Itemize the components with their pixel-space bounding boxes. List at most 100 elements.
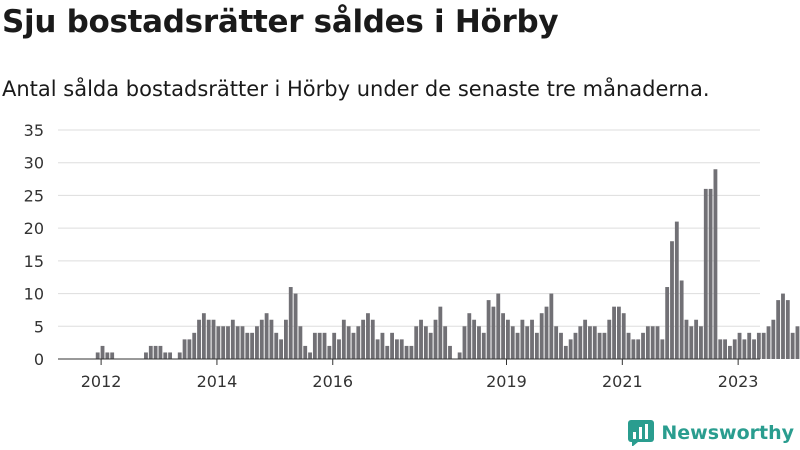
- bar: [785, 300, 790, 359]
- bar: [660, 339, 665, 359]
- bar: [163, 352, 168, 359]
- bar: [573, 332, 578, 359]
- bar: [274, 332, 279, 359]
- y-tick-label: 5: [34, 317, 44, 336]
- brand-name: Newsworthy: [661, 422, 794, 444]
- x-tick-label: 2019: [486, 372, 527, 391]
- bar: [308, 352, 312, 359]
- bar: [279, 339, 283, 359]
- bar: [419, 319, 423, 359]
- bar: [756, 332, 761, 359]
- bar: [655, 326, 660, 359]
- bar: [351, 332, 356, 359]
- bar: [708, 188, 713, 359]
- bar: [245, 332, 250, 359]
- bar: [602, 332, 607, 359]
- bar: [399, 339, 404, 359]
- bar: [549, 293, 554, 359]
- bar: [269, 319, 274, 359]
- bar: [481, 332, 486, 359]
- bar: [303, 345, 308, 359]
- bar: [404, 345, 409, 359]
- bar: [790, 332, 795, 359]
- bar: [144, 352, 148, 359]
- bar: [414, 326, 419, 359]
- bar: [100, 345, 105, 359]
- bar: [235, 326, 240, 359]
- bar: [699, 326, 703, 359]
- bar: [390, 332, 394, 359]
- bar: [211, 319, 216, 359]
- bar: [95, 352, 100, 359]
- bar: [689, 326, 694, 359]
- bar: [559, 332, 563, 359]
- newsworthy-logo-icon: [628, 420, 655, 446]
- chart-subtitle: Antal sålda bostadsrätter i Hörby under …: [2, 77, 710, 101]
- bar: [520, 319, 525, 359]
- bar: [230, 319, 235, 359]
- bar: [457, 352, 462, 359]
- bar: [650, 326, 655, 359]
- bar: [718, 339, 723, 359]
- bar: [554, 326, 559, 359]
- bar: [703, 188, 708, 359]
- bar: [346, 326, 351, 359]
- bar: [105, 352, 110, 359]
- bar: [226, 326, 230, 359]
- bar: [433, 319, 438, 359]
- bar: [530, 319, 534, 359]
- bar: [510, 326, 515, 359]
- bar: [621, 313, 626, 359]
- bar: [361, 319, 366, 359]
- bar: [583, 319, 588, 359]
- bar: [341, 319, 346, 359]
- bar: [588, 326, 592, 359]
- bar: [312, 332, 317, 359]
- page-title: Sju bostadsrätter såldes i Hörby: [2, 4, 559, 40]
- bar: [539, 313, 544, 359]
- bar: [761, 332, 766, 359]
- bar: [148, 345, 153, 359]
- bar: [727, 345, 732, 359]
- y-tick-label: 30: [24, 154, 44, 173]
- bar: [216, 326, 221, 359]
- bar: [438, 306, 443, 359]
- bar: [515, 332, 520, 359]
- brand-logo[interactable]: Newsworthy: [628, 420, 794, 446]
- bar: [221, 326, 226, 359]
- bar: [366, 313, 370, 359]
- bar: [612, 306, 616, 359]
- bar: [423, 326, 428, 359]
- bar: [534, 332, 539, 359]
- bar: [771, 319, 776, 359]
- bar-chart: 0510152025303520122014201620192021202320…: [24, 121, 800, 391]
- bar: [684, 319, 689, 359]
- bar: [201, 313, 206, 359]
- bar: [679, 280, 684, 359]
- bar: [288, 287, 293, 359]
- bar: [597, 332, 602, 359]
- bar: [448, 345, 452, 359]
- bar: [477, 326, 481, 359]
- bar: [472, 319, 477, 359]
- bar: [505, 319, 510, 359]
- bar: [206, 319, 211, 359]
- x-tick-label: 2014: [197, 372, 238, 391]
- bar: [795, 326, 800, 359]
- bar: [631, 339, 636, 359]
- bar: [544, 306, 549, 359]
- bar: [491, 306, 496, 359]
- bar: [187, 339, 192, 359]
- bar: [197, 319, 201, 359]
- y-tick-label: 10: [24, 285, 44, 304]
- bar: [607, 319, 612, 359]
- bar: [428, 332, 433, 359]
- y-tick-label: 35: [24, 121, 44, 140]
- x-tick-label: 2023: [718, 372, 759, 391]
- y-tick-label: 0: [34, 350, 44, 369]
- bar: [298, 326, 303, 359]
- bar: [776, 300, 781, 359]
- bar: [158, 345, 163, 359]
- bar: [578, 326, 583, 359]
- bar: [192, 332, 197, 359]
